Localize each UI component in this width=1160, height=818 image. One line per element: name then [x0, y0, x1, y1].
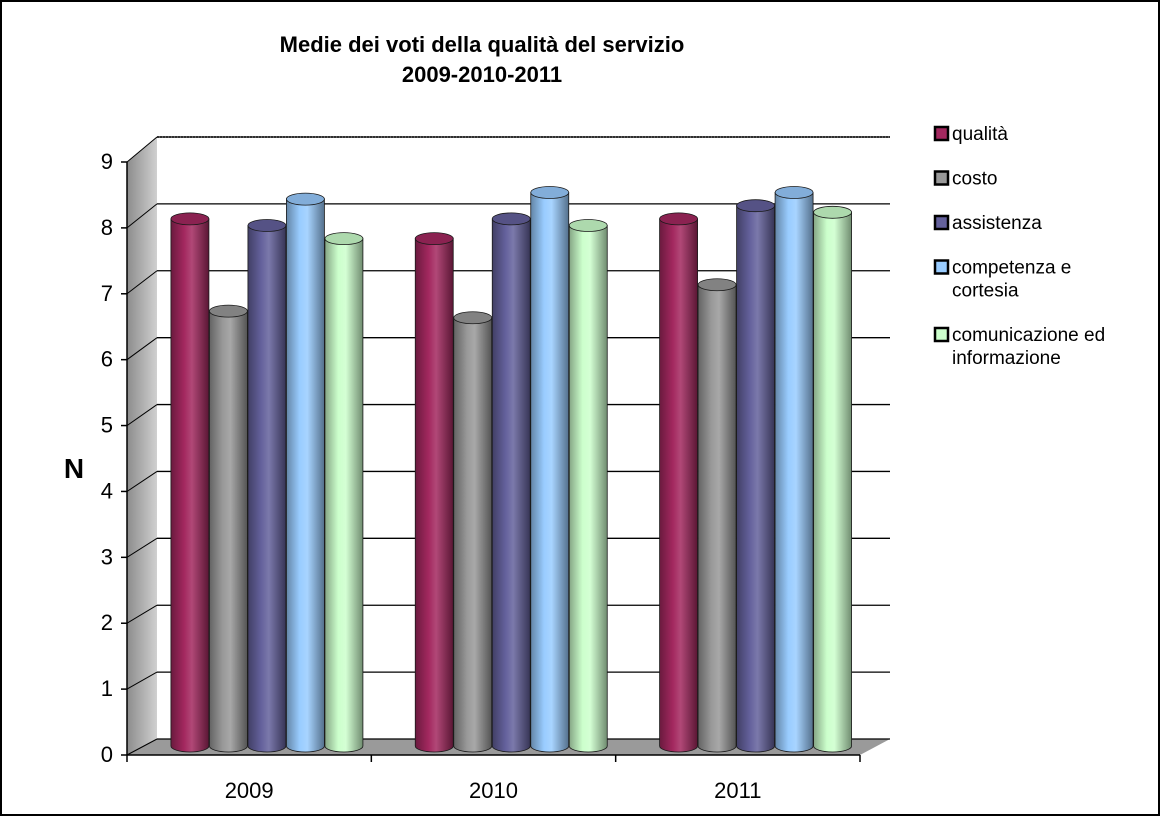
bar-2009-1	[209, 310, 248, 753]
legend-label: cortesia	[952, 281, 1019, 302]
bar-2011-4	[813, 211, 852, 753]
legend-label: qualità	[952, 124, 1008, 145]
bar-top-2009-3	[286, 192, 325, 206]
bar-top-2010-2	[491, 212, 531, 226]
bar-top-2010-4	[568, 219, 608, 232]
side-wall	[127, 137, 157, 755]
legend-swatch	[933, 259, 950, 275]
y-tick-label: 2	[101, 610, 113, 635]
x-tick-label: 2010	[469, 778, 518, 803]
bar-top-2009-2	[247, 219, 287, 232]
bar-2010-2	[491, 218, 531, 753]
bar-2010-0	[414, 238, 454, 753]
bar-top-2010-1	[453, 311, 493, 325]
x-tick-label: 2011	[714, 778, 761, 803]
legend-label: costo	[952, 169, 997, 190]
bar-2009-2	[247, 225, 287, 753]
legend-label: informazione	[952, 348, 1061, 369]
gridline-side	[126, 738, 158, 756]
y-tick-label: 1	[101, 676, 113, 701]
y-tick-label: 9	[101, 149, 113, 174]
bar-2009-0	[170, 218, 210, 753]
legend-swatch	[933, 125, 950, 142]
gridline-side	[126, 471, 158, 492]
bar-2009-3	[286, 198, 325, 753]
bar-2011-1	[697, 284, 737, 753]
gridline-side	[126, 404, 158, 426]
legend: qualità costo assistenza competenza ecortes…	[933, 124, 1105, 369]
bar-top-2011-1	[697, 278, 737, 292]
legend-swatch	[933, 170, 950, 186]
y-tick-label: 7	[101, 281, 113, 306]
bar-2010-3	[530, 192, 570, 753]
plot-area: 0 1 2 3 4 5 6 7 8 9 2009 2010 2011	[101, 136, 890, 803]
bar-2011-3	[774, 192, 814, 753]
chart-title-line-2: 2009-2010-2011	[402, 62, 562, 87]
x-tick-label: 2009	[225, 778, 274, 803]
y-tick-label: 6	[101, 347, 113, 372]
bar-2009-4	[324, 238, 364, 753]
legend-label: comunicazione ed	[952, 325, 1105, 346]
y-tick-label: 5	[101, 413, 113, 438]
bar-2011-0	[659, 218, 698, 753]
y-tick-label: 4	[101, 478, 113, 503]
bar-top-2009-4	[324, 232, 364, 246]
bar-top-2010-3	[530, 186, 570, 199]
gridline-side	[126, 337, 158, 361]
gridline-side	[126, 537, 158, 558]
bar-top-2009-1	[209, 304, 248, 318]
y-tick-label: 3	[101, 544, 113, 569]
bar-top-2011-2	[736, 199, 775, 213]
bar-top-2011-3	[774, 186, 814, 199]
gridline-side	[126, 270, 158, 295]
legend-swatch	[933, 214, 950, 231]
bar-top-2009-0	[170, 212, 210, 226]
bar-top-2010-0	[414, 232, 454, 246]
legend-swatch	[933, 326, 950, 343]
y-tick-label: 0	[101, 742, 113, 767]
bar-top-2011-4	[813, 205, 852, 219]
gridline-side	[126, 136, 158, 163]
bar-2011-2	[736, 205, 775, 753]
bar-2010-1	[453, 317, 493, 753]
gridline-side	[126, 203, 158, 229]
bar-2010-4	[568, 225, 608, 753]
y-tick-label: 8	[101, 215, 113, 240]
gridline-side	[126, 671, 158, 690]
y-axis-label: N	[64, 453, 84, 484]
bar-top-2011-0	[659, 212, 698, 226]
gridline-side	[126, 604, 158, 624]
legend-label: competenza e	[952, 258, 1071, 279]
chart-title-line-1: Medie dei voti della qualità del servizi…	[280, 32, 685, 57]
legend-label: assistenza	[952, 213, 1042, 234]
